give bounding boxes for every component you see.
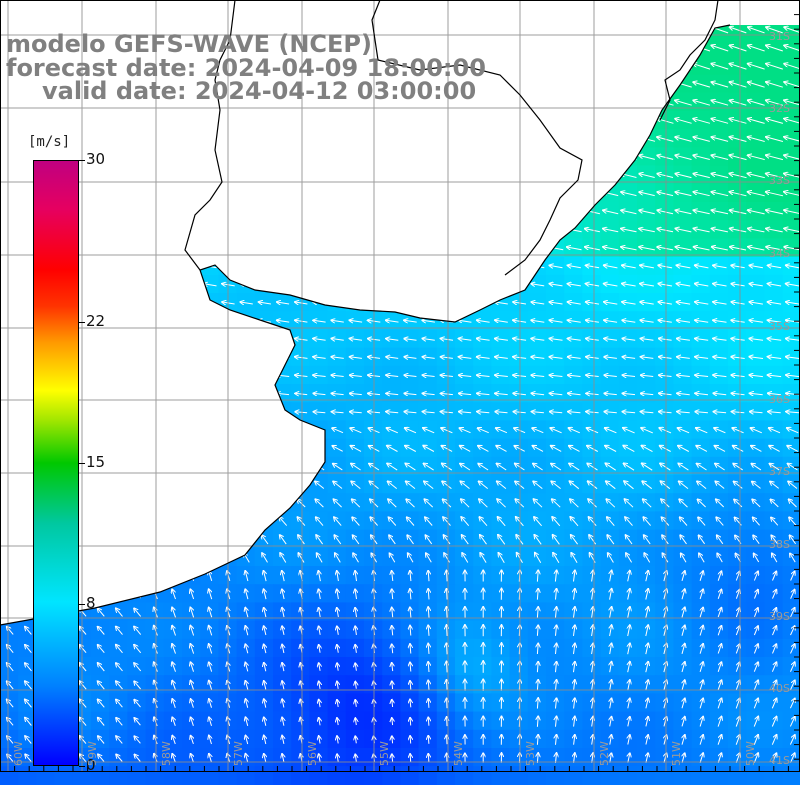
latitude-label: 40S (769, 682, 790, 695)
longitude-label: 54W (452, 741, 465, 766)
wind-speed-field (0, 25, 800, 785)
latitude-label: 37S (769, 465, 790, 478)
title-forecast-date: forecast date: 2024-04-09 18:00:00 (6, 54, 486, 82)
longitude-label: 60W (12, 741, 25, 766)
latitude-label: 36S (769, 393, 790, 406)
longitude-label: 58W (160, 741, 173, 766)
longitude-label: 56W (306, 741, 319, 766)
colorbar-tick-label: 8 (86, 594, 96, 613)
longitude-label: 59W (86, 741, 99, 766)
latitude-label: 39S (769, 610, 790, 623)
colorbar-tick-mark (79, 463, 85, 464)
latitude-label: 38S (769, 538, 790, 551)
colorbar-tick-label: 0 (86, 756, 96, 774)
colorbar-tick-mark (79, 321, 85, 323)
latitude-label: 33S (769, 174, 790, 187)
colorbar-tick-mark (79, 160, 85, 161)
latitude-label: 31S (769, 30, 790, 43)
colorbar-tick-label: 15 (86, 453, 106, 471)
longitude-label: 50W (744, 741, 757, 766)
colorbar-tick-label: 30 (86, 150, 106, 168)
longitude-label: 53W (524, 741, 537, 766)
coastline (0, 0, 731, 626)
title-model: modelo GEFS-WAVE (NCEP) (6, 30, 372, 58)
colorbar-tick-mark (79, 604, 85, 606)
latitude-label: 34S (769, 247, 790, 260)
colorbar (33, 160, 79, 766)
longitude-label: 51W (670, 741, 683, 766)
colorbar-unit: [m/s] (28, 134, 71, 150)
longitude-label: 52W (598, 741, 611, 766)
latitude-label: 41S (769, 754, 790, 767)
title-valid-date: valid date: 2024-04-12 03:00:00 (42, 77, 477, 105)
colorbar-tick-label: 22 (86, 311, 106, 330)
lat-lon-grid (0, 0, 800, 772)
latitude-label: 35S (769, 320, 790, 333)
latitude-label: 32S (769, 102, 790, 115)
longitude-label: 55W (378, 741, 391, 766)
longitude-label: 57W (232, 741, 245, 766)
colorbar-tick-mark (79, 766, 85, 767)
